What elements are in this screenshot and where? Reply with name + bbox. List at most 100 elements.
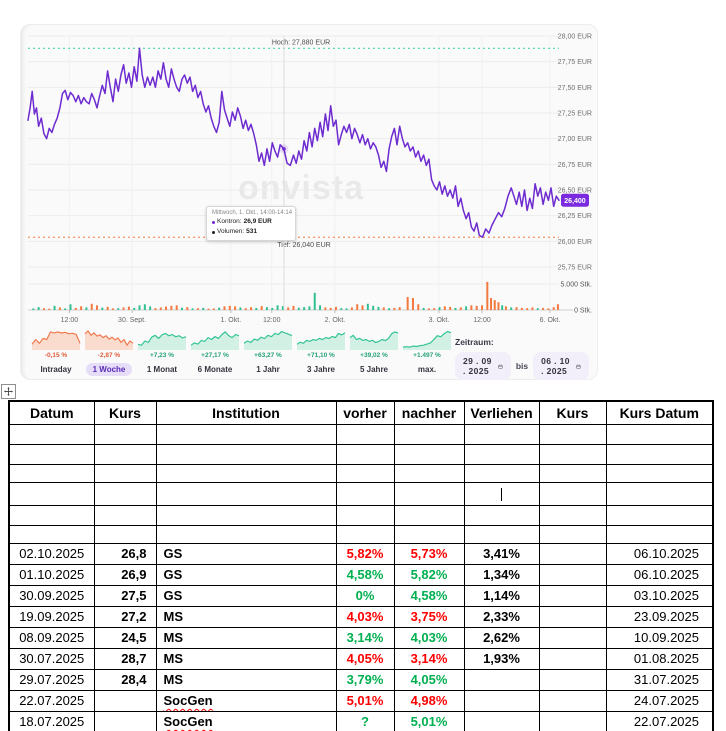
cell-kurs2[interactable] <box>538 710 607 731</box>
empty-cell[interactable] <box>393 423 465 445</box>
empty-cell[interactable] <box>93 504 157 526</box>
cell-datum[interactable]: 30.09.2025 <box>8 584 95 607</box>
column-header-verliehen[interactable]: Verliehen <box>463 400 540 425</box>
cell-verliehen[interactable] <box>463 689 540 712</box>
cell-datum[interactable]: 08.09.2025 <box>8 626 95 649</box>
cell-vorher[interactable]: 4,58% <box>335 563 395 586</box>
cell-institution[interactable]: GS <box>155 542 337 565</box>
cell-kurs2[interactable] <box>538 647 607 670</box>
cell-verliehen[interactable]: 1,93% <box>463 647 540 670</box>
empty-cell[interactable] <box>463 481 540 506</box>
table-move-handle[interactable] <box>1 384 16 399</box>
empty-cell[interactable] <box>8 423 95 445</box>
range-1-jahr[interactable]: +63,27 % 1 Jahr <box>243 325 293 377</box>
cell-kurs_datum[interactable]: 10.09.2025 <box>605 626 714 649</box>
cell-verliehen[interactable]: 3,41% <box>463 542 540 565</box>
cell-kurs[interactable]: 27,5 <box>93 584 157 607</box>
empty-cell[interactable] <box>93 443 157 465</box>
cell-verliehen[interactable] <box>463 710 540 731</box>
price-chart[interactable]: onvista 28,00 EUR 27,75 EUR 27,50 EUR 27,25 … <box>21 27 597 323</box>
empty-cell[interactable] <box>8 524 95 544</box>
column-header-nachher[interactable]: nachher <box>393 400 465 425</box>
cell-institution[interactable]: SocGen <box>155 689 337 712</box>
range-max[interactable]: +1.497 % max. <box>402 325 452 377</box>
empty-cell[interactable] <box>335 463 395 483</box>
cell-institution[interactable]: MS <box>155 668 337 691</box>
empty-cell[interactable] <box>393 481 465 506</box>
cell-kurs2[interactable] <box>538 668 607 691</box>
empty-cell[interactable] <box>335 524 395 544</box>
cell-datum[interactable]: 29.07.2025 <box>8 668 95 691</box>
cell-kurs_datum[interactable]: 24.07.2025 <box>605 689 714 712</box>
date-from-input[interactable]: 29 . 09 . 2025 <box>455 352 511 380</box>
range-1-monat[interactable]: +7,23 % 1 Monat <box>137 325 187 377</box>
range-intraday[interactable]: -0,15 % Intraday <box>31 325 81 377</box>
cell-kurs2[interactable] <box>538 542 607 565</box>
cell-institution[interactable]: GS <box>155 584 337 607</box>
cell-kurs2[interactable] <box>538 689 607 712</box>
empty-cell[interactable] <box>393 524 465 544</box>
cell-vorher[interactable]: 3,14% <box>335 626 395 649</box>
empty-cell[interactable] <box>538 443 607 465</box>
empty-cell[interactable] <box>463 443 540 465</box>
cell-kurs[interactable]: 28,7 <box>93 647 157 670</box>
cell-kurs_datum[interactable]: 03.10.2025 <box>605 584 714 607</box>
column-header-kurs[interactable]: Kurs <box>93 400 157 425</box>
cell-verliehen[interactable]: 1,34% <box>463 563 540 586</box>
empty-cell[interactable] <box>605 463 714 483</box>
empty-cell[interactable] <box>335 481 395 506</box>
empty-cell[interactable] <box>538 463 607 483</box>
cell-vorher[interactable]: 3,79% <box>335 668 395 691</box>
cell-kurs_datum[interactable]: 23.09.2025 <box>605 605 714 628</box>
cell-kurs2[interactable] <box>538 584 607 607</box>
cell-kurs2[interactable] <box>538 605 607 628</box>
cell-kurs[interactable]: 24,5 <box>93 626 157 649</box>
empty-cell[interactable] <box>463 463 540 483</box>
cell-kurs_datum[interactable]: 22.07.2025 <box>605 710 714 731</box>
cell-vorher[interactable]: 5,01% <box>335 689 395 712</box>
cell-nachher[interactable]: 5,73% <box>393 542 465 565</box>
date-to-input[interactable]: 06 . 10 . 2025 <box>533 352 589 380</box>
cell-verliehen[interactable]: 2,33% <box>463 605 540 628</box>
empty-cell[interactable] <box>8 481 95 506</box>
cell-kurs[interactable]: 26,8 <box>93 542 157 565</box>
cell-institution[interactable]: SocGen <box>155 710 337 731</box>
cell-kurs_datum[interactable]: 01.08.2025 <box>605 647 714 670</box>
cell-verliehen[interactable]: 1,14% <box>463 584 540 607</box>
cell-datum[interactable]: 18.07.2025 <box>8 710 95 731</box>
empty-cell[interactable] <box>93 423 157 445</box>
cell-datum[interactable]: 01.10.2025 <box>8 563 95 586</box>
cell-kurs_datum[interactable]: 31.07.2025 <box>605 668 714 691</box>
empty-cell[interactable] <box>8 443 95 465</box>
cell-datum[interactable]: 19.09.2025 <box>8 605 95 628</box>
empty-cell[interactable] <box>538 524 607 544</box>
range-3-jahre[interactable]: +71,10 % 3 Jahre <box>296 325 346 377</box>
cell-nachher[interactable]: 5,82% <box>393 563 465 586</box>
cell-nachher[interactable]: 5,01% <box>393 710 465 731</box>
cell-institution[interactable]: MS <box>155 626 337 649</box>
empty-cell[interactable] <box>8 463 95 483</box>
column-header-vorher[interactable]: vorher <box>335 400 395 425</box>
cell-kurs_datum[interactable]: 06.10.2025 <box>605 542 714 565</box>
empty-cell[interactable] <box>335 443 395 465</box>
empty-cell[interactable] <box>8 504 95 526</box>
empty-cell[interactable] <box>463 423 540 445</box>
empty-cell[interactable] <box>463 504 540 526</box>
cell-nachher[interactable]: 3,75% <box>393 605 465 628</box>
cell-kurs[interactable]: 26,9 <box>93 563 157 586</box>
cell-nachher[interactable]: 4,58% <box>393 584 465 607</box>
cell-kurs[interactable]: 27,2 <box>93 605 157 628</box>
cell-kurs[interactable] <box>93 710 157 731</box>
empty-cell[interactable] <box>155 504 337 526</box>
empty-cell[interactable] <box>393 463 465 483</box>
empty-cell[interactable] <box>393 443 465 465</box>
cell-vorher[interactable]: 0% <box>335 584 395 607</box>
empty-cell[interactable] <box>155 524 337 544</box>
empty-cell[interactable] <box>155 423 337 445</box>
cell-institution[interactable]: MS <box>155 647 337 670</box>
cell-datum[interactable]: 02.10.2025 <box>8 542 95 565</box>
empty-cell[interactable] <box>393 504 465 526</box>
cell-nachher[interactable]: 4,05% <box>393 668 465 691</box>
cell-kurs_datum[interactable]: 06.10.2025 <box>605 563 714 586</box>
cell-institution[interactable]: MS <box>155 605 337 628</box>
